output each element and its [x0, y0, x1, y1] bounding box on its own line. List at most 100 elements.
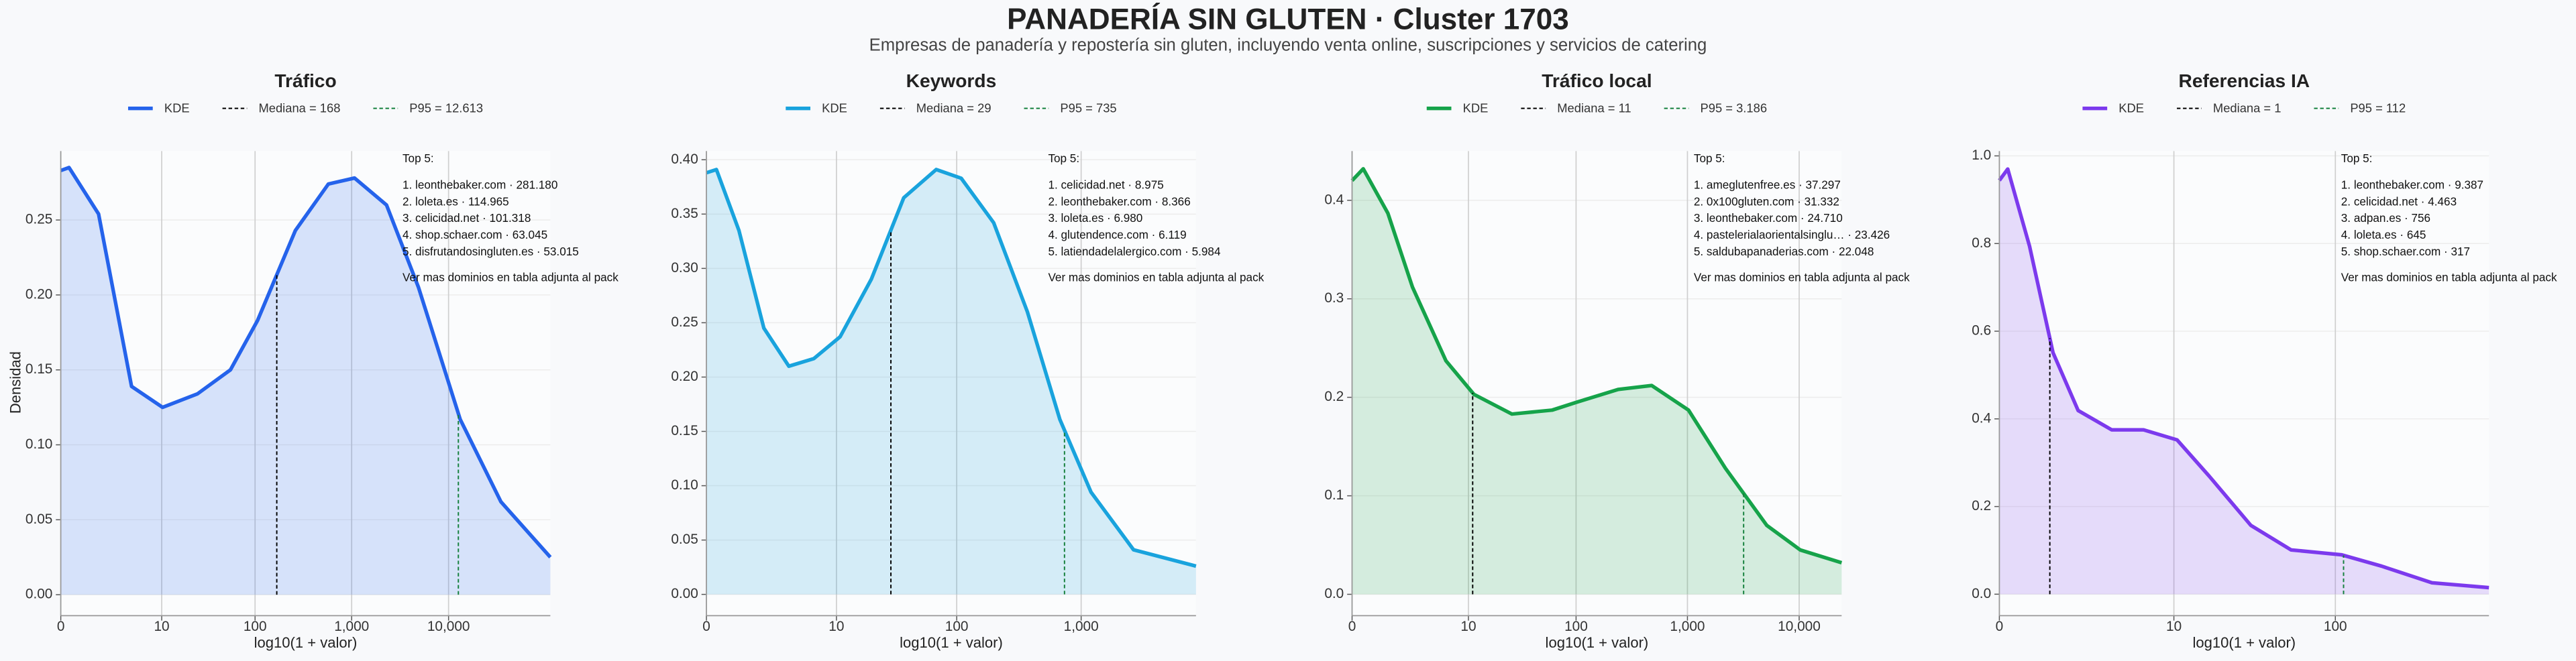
panel: 0.0 0.2 0.4 0.6 0.8 1.0 0 10 100 Referencias IA lo… — [1972, 70, 2557, 651]
y-tick-label: 0.05 — [671, 532, 698, 547]
legend: KDE Mediana = 29 P95 = 735 — [786, 101, 1117, 115]
annotation-item: 5. latiendadelalergico.com · 5.984 — [1048, 245, 1221, 258]
legend-label: Mediana = 1 — [2213, 101, 2282, 115]
legend-label: P95 = 112 — [2350, 101, 2406, 115]
y-tick-label: 0.0 — [1324, 586, 1344, 601]
legend: KDE Mediana = 1 P95 = 112 — [2082, 101, 2406, 115]
x-tick-label: 1,000 — [1670, 619, 1705, 634]
y-tick-label: 0.20 — [25, 286, 52, 302]
y-tick-label: 0.4 — [1324, 192, 1344, 207]
plot-area — [706, 151, 1196, 616]
plot-area — [1999, 151, 2489, 616]
y-tick-label: 0.05 — [25, 512, 52, 527]
y-tick-label: 0.15 — [25, 361, 52, 377]
panel-title: Tráfico — [274, 70, 336, 91]
x-tick-label: 0 — [1348, 619, 1356, 634]
annotation-heading: Top 5: — [402, 152, 434, 165]
y-tick-label: 0.25 — [25, 212, 52, 227]
annotation-item: 5. saldubapanaderias.com · 22.048 — [1694, 245, 1874, 258]
kde-line — [1350, 167, 1843, 565]
y-tick-label: 0.30 — [671, 260, 698, 276]
legend-label: KDE — [2118, 101, 2144, 115]
kde-line — [1998, 167, 2489, 590]
y-tick-label: 0.3 — [1324, 290, 1344, 306]
annotation-heading: Top 5: — [1694, 152, 1725, 165]
x-axis-label: log10(1 + valor) — [254, 634, 358, 651]
y-tick-label: 0.8 — [1972, 235, 1991, 251]
x-tick-label: 10,000 — [1778, 619, 1821, 634]
annotation-item: 5. disfrutandosingluten.es · 53.015 — [402, 245, 579, 258]
legend-label: KDE — [1463, 101, 1489, 115]
legend-label: KDE — [822, 101, 847, 115]
panel-title: Tráfico local — [1542, 70, 1652, 91]
kde-line — [706, 168, 1197, 568]
annotation-item: 2. loleta.es · 114.965 — [402, 194, 509, 208]
x-tick-label: 100 — [244, 619, 267, 634]
y-tick-label: 0.15 — [671, 423, 698, 438]
annotation-item: 4. loleta.es · 645 — [2341, 228, 2426, 241]
annotation-item: 2. celicidad.net · 4.463 — [2341, 194, 2457, 208]
y-tick-label: 0.40 — [671, 152, 698, 167]
panel: 0.00 0.05 0.10 0.15 0.20 0.25 0 10 100 1,000 10,00… — [7, 70, 619, 651]
x-axis-label: log10(1 + valor) — [2192, 634, 2296, 651]
kde-area — [706, 169, 1196, 595]
legend-label: Mediana = 168 — [258, 101, 340, 115]
panel: 0.0 0.1 0.2 0.3 0.4 0 10 100 1,000 10,000 Tráfico … — [1324, 70, 1910, 651]
x-tick-label: 100 — [945, 619, 969, 634]
x-tick-label: 10,000 — [427, 619, 470, 634]
y-tick-label: 0.00 — [25, 587, 52, 602]
x-tick-label: 10 — [154, 619, 169, 634]
y-tick-label: 0.2 — [1972, 498, 1991, 514]
x-tick-label: 10 — [828, 619, 844, 634]
annotation-item: 1. celicidad.net · 8.975 — [1048, 178, 1163, 191]
x-tick-label: 0 — [702, 619, 710, 634]
legend-label: P95 = 12.613 — [409, 101, 483, 115]
x-axis-label: log10(1 + valor) — [1546, 634, 1649, 651]
plot-area — [1352, 151, 1842, 616]
y-tick-label: 0.20 — [671, 369, 698, 384]
kde-area — [1999, 169, 2489, 595]
annotation-item: 3. loleta.es · 6.980 — [1048, 211, 1142, 225]
x-tick-label: 1,000 — [1064, 619, 1099, 634]
annotation-footer: Ver mas dominios en tabla adjunta al pac… — [2341, 271, 2557, 284]
x-tick-label: 1,000 — [334, 619, 369, 634]
panel-title: Referencias IA — [2178, 70, 2310, 91]
legend-label: Mediana = 11 — [1557, 101, 1631, 115]
legend-label: KDE — [164, 101, 190, 115]
y-tick-label: 0.4 — [1972, 410, 1991, 426]
panel-title: Keywords — [906, 70, 997, 91]
annotation-heading: Top 5: — [2341, 152, 2373, 165]
legend: KDE Mediana = 168 P95 = 12.613 — [127, 101, 483, 115]
y-tick-label: 0.6 — [1972, 323, 1991, 339]
annotation-footer: Ver mas dominios en tabla adjunta al pac… — [402, 271, 619, 284]
y-tick-label: 0.00 — [671, 586, 698, 601]
x-tick-label: 100 — [1564, 619, 1588, 634]
annotation-item: 1. leonthebaker.com · 281.180 — [402, 178, 557, 191]
annotation-item: 4. shop.schaer.com · 63.045 — [402, 228, 547, 241]
annotation-item: 4. glutendence.com · 6.119 — [1048, 228, 1186, 241]
legend-label: P95 = 735 — [1060, 101, 1116, 115]
annotation-item: 2. leonthebaker.com · 8.366 — [1048, 194, 1190, 208]
y-tick-label: 0.10 — [671, 477, 698, 493]
annotation-footer: Ver mas dominios en tabla adjunta al pac… — [1048, 271, 1264, 284]
legend-label: P95 = 3.186 — [1701, 101, 1768, 115]
annotation-heading: Top 5: — [1048, 152, 1079, 165]
x-tick-label: 10 — [2166, 619, 2182, 634]
main-title: PANADERÍA SIN GLUTEN · Cluster 1703 — [1007, 2, 1569, 36]
y-tick-label: 0.10 — [25, 436, 52, 452]
panel: 0.00 0.05 0.10 0.15 0.20 0.25 0.30 0.35 0.40 0 10 1… — [671, 70, 1264, 651]
annotation-item: 3. leonthebaker.com · 24.710 — [1694, 211, 1843, 225]
x-tick-label: 0 — [57, 619, 65, 634]
x-tick-label: 0 — [1996, 619, 2004, 634]
x-tick-label: 100 — [2324, 619, 2347, 634]
annotation-item: 1. ameglutenfree.es · 37.297 — [1694, 178, 1841, 191]
y-tick-label: 0.1 — [1324, 487, 1344, 503]
annotation-item: 3. celicidad.net · 101.318 — [402, 211, 531, 225]
x-axis-label: log10(1 + valor) — [900, 634, 1003, 651]
y-tick-label: 0.0 — [1972, 586, 1991, 601]
y-tick-label: 0.2 — [1324, 389, 1344, 404]
subtitle: Empresas de panadería y repostería sin g… — [869, 36, 1707, 54]
kde-area — [60, 167, 551, 595]
y-tick-label: 0.25 — [671, 314, 698, 330]
